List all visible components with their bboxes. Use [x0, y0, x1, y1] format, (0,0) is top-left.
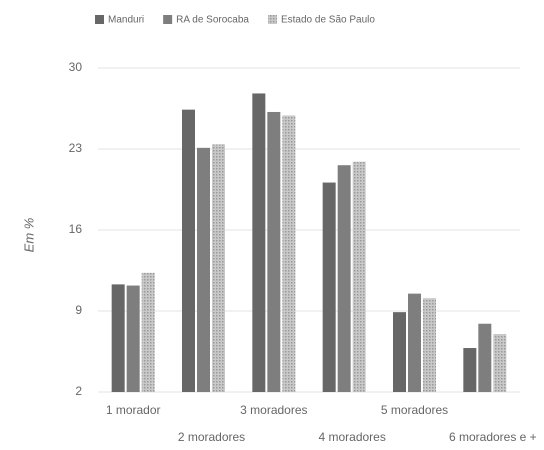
legend-label: Estado de São Paulo [281, 15, 375, 26]
legend-swatch [163, 15, 173, 24]
bar [141, 272, 155, 392]
y-axis-label: Em % [21, 218, 36, 253]
bar [252, 93, 266, 392]
x-tick-label: 1 morador [106, 403, 161, 417]
bar [197, 147, 210, 392]
bar [337, 165, 351, 392]
bar [267, 111, 281, 392]
bar [322, 182, 336, 392]
bar [212, 144, 225, 392]
x-tick-label: 5 moradores [381, 403, 448, 417]
y-tick-label: 9 [75, 303, 82, 317]
bar [182, 109, 195, 393]
x-tick-label: 6 moradores e + [449, 430, 537, 444]
legend-label: RA de Sorocaba [176, 15, 249, 26]
bar [423, 298, 436, 392]
y-tick-label: 16 [69, 222, 83, 236]
y-tick-label: 2 [75, 384, 82, 398]
bar [478, 323, 492, 392]
bar [352, 161, 366, 392]
bar [282, 115, 296, 392]
legend-swatch [95, 15, 104, 24]
bar [126, 285, 140, 392]
bar [493, 334, 507, 392]
legend-swatch [267, 15, 277, 24]
bar [408, 293, 421, 392]
x-tick-label: 4 moradores [318, 430, 385, 444]
y-tick-label: 30 [69, 60, 83, 74]
bar [463, 348, 477, 392]
bar [393, 312, 406, 392]
x-tick-label: 3 moradores [240, 403, 307, 417]
bar [111, 284, 125, 392]
legend-label: Manduri [108, 15, 144, 26]
y-tick-label: 23 [69, 141, 83, 155]
x-tick-label: 2 moradores [178, 430, 245, 444]
